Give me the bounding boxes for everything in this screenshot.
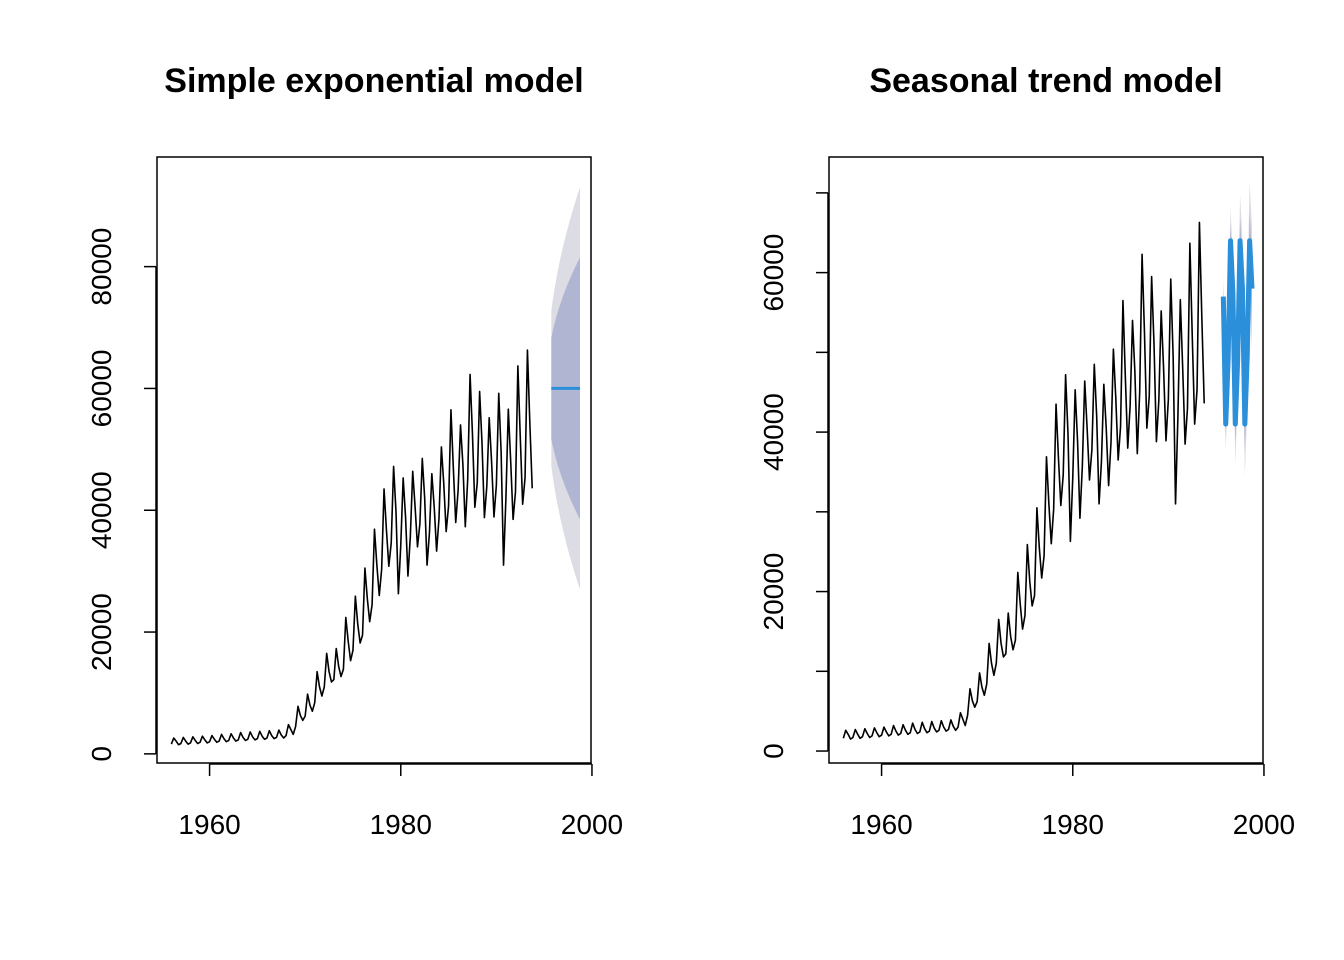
- y-tick-label: 0: [86, 746, 117, 762]
- forecast-mean-line: [1220, 238, 1255, 427]
- prediction-band-80: [1223, 211, 1253, 451]
- x-tick-label: 2000: [1233, 809, 1295, 840]
- y-tick-label: 40000: [758, 393, 789, 471]
- y-tick-label: 80000: [86, 228, 117, 306]
- x-tick-label: 2000: [561, 809, 623, 840]
- plot-frame: [828, 156, 1264, 764]
- series-line: [842, 221, 1206, 740]
- x-tick-label: 1960: [178, 809, 240, 840]
- chart-title: Simple exponential model: [164, 62, 583, 100]
- seasonal-trend-panel: Seasonal trend model 1960 1980 20000200004…: [758, 62, 1295, 840]
- y-tick-label: 40000: [86, 471, 117, 549]
- plot-marks: [842, 181, 1255, 740]
- y-tick-label: 60000: [758, 234, 789, 312]
- plot-marks: [170, 187, 581, 746]
- simple-exponential-panel: Simple exponential model 1960 1980 2000020…: [86, 62, 623, 840]
- y-tick-label: 20000: [86, 593, 117, 671]
- plot-frame: [156, 156, 592, 764]
- x-tick-label: 1980: [1042, 809, 1104, 840]
- series-line: [170, 349, 534, 746]
- y-tick-label: 0: [758, 743, 789, 759]
- x-tick-label: 1960: [850, 809, 912, 840]
- chart-title: Seasonal trend model: [869, 62, 1222, 100]
- y-tick-label: 60000: [86, 349, 117, 427]
- y-tick-label: 20000: [758, 553, 789, 631]
- x-tick-label: 1980: [370, 809, 432, 840]
